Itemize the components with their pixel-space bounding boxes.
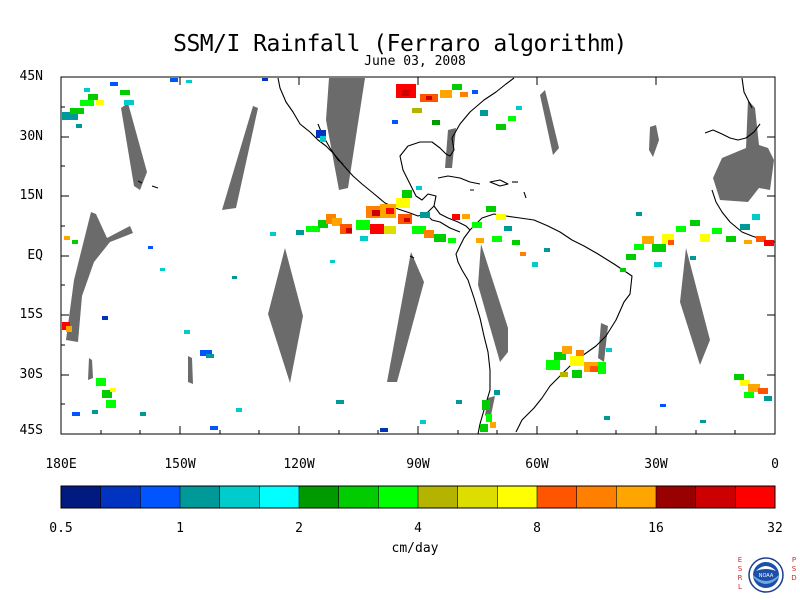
coastline-hispaniola [489, 179, 509, 187]
swath-gap [540, 90, 559, 155]
colorbar-swatch [61, 486, 101, 508]
coastline-cuba [437, 175, 481, 185]
lat-label-eq: EQ [27, 248, 43, 263]
colorbar-swatch [497, 486, 538, 508]
lat-label-15s: 15S [19, 307, 43, 322]
colorbar-swatch [100, 486, 141, 508]
colorbar-label-2: 2 [295, 521, 303, 536]
swath-gap [598, 323, 608, 362]
lat-label-30s: 30S [19, 367, 43, 382]
coastline-hawaii [137, 180, 159, 189]
colorbar-swatch [180, 486, 220, 508]
noaa-esrl-psd-logo: E S R L NOAA P S D [734, 556, 798, 598]
map-frame [60, 76, 776, 435]
coastline-north-atlantic [704, 77, 761, 141]
lat-label-45n: 45N [19, 69, 43, 84]
colorbar-label-32: 32 [767, 521, 783, 536]
colorbar-label-0-5: 0.5 [49, 521, 73, 536]
rain-cells [62, 78, 774, 432]
coastline-north-america [277, 77, 515, 217]
lon-label-30w: 30W [644, 457, 668, 472]
rain-cluster-panama [452, 206, 550, 267]
colorbar-swatch [140, 486, 181, 508]
colorbar-swatch [576, 486, 617, 508]
rain-cluster-itcz-east-pacific [270, 186, 456, 243]
lon-label-120w: 120W [283, 457, 315, 472]
colorbar-swatch [299, 486, 339, 508]
map-title: SSM/I Rainfall (Ferraro algorithm) [173, 31, 627, 57]
colorbar-swatch [656, 486, 696, 508]
swath-gap [222, 106, 258, 210]
no-data-swaths [66, 78, 774, 420]
lat-label-15n: 15N [19, 188, 43, 203]
swath-gap [121, 103, 147, 190]
colorbar-swatch [259, 486, 300, 508]
colorbar-label-8: 8 [533, 521, 541, 536]
colorbar-swatch [418, 486, 458, 508]
coastline-caribbean-islands [470, 189, 527, 199]
lon-label-150w: 150W [164, 457, 196, 472]
colorbar-label-16: 16 [648, 521, 664, 536]
rain-cluster-north-pacific [62, 78, 268, 128]
lat-label-30n: 30N [19, 129, 43, 144]
coastline-galapagos [409, 255, 415, 259]
swath-gap [649, 125, 659, 157]
colorbar-label-4: 4 [414, 521, 422, 536]
logo-disc-text: NOAA [759, 573, 774, 579]
colorbar-swatch [537, 486, 577, 508]
colorbar [60, 485, 776, 509]
colorbar-swatch [338, 486, 379, 508]
lat-label-45s: 45S [19, 423, 43, 438]
coastlines [137, 77, 775, 434]
lon-label-0: 0 [771, 457, 779, 472]
swath-gap [66, 212, 133, 342]
rain-cluster-south-atlantic [546, 346, 612, 378]
logo-letters-right: P S D [791, 556, 797, 582]
logo-letters-left: E S R L [737, 556, 743, 591]
swath-gap [445, 128, 456, 168]
swath-gap [88, 358, 93, 380]
lon-label-90w: 90W [406, 457, 430, 472]
rain-cluster-south-atlantic-east [734, 374, 772, 401]
colorbar-label-1: 1 [176, 521, 184, 536]
swath-gap [478, 244, 508, 362]
swath-gap [680, 248, 710, 365]
swath-gap [713, 100, 774, 202]
swath-gap [188, 356, 193, 384]
lon-label-180e: 180E [45, 457, 77, 472]
colorbar-swatch [735, 486, 776, 508]
swath-gap [268, 248, 303, 383]
rain-cluster-scattered-south [64, 236, 706, 432]
rain-cluster-chile [480, 390, 500, 432]
colorbar-swatch [457, 486, 498, 508]
colorbar-swatch [378, 486, 419, 508]
colorbar-swatch [616, 486, 657, 508]
map-date: June 03, 2008 [364, 54, 466, 69]
colorbar-units: cm/day [391, 541, 439, 556]
colorbar-swatch [219, 486, 260, 508]
lon-label-60w: 60W [525, 457, 549, 472]
noaa-logo-icon: NOAA [748, 557, 784, 593]
rain-cluster-south-pacific-west [62, 316, 214, 416]
rain-cluster-itcz-atlantic [620, 212, 774, 272]
rain-cluster-gulf [316, 84, 522, 142]
swath-gap [326, 78, 365, 190]
colorbar-swatch [695, 486, 736, 508]
swath-gap [387, 252, 424, 382]
